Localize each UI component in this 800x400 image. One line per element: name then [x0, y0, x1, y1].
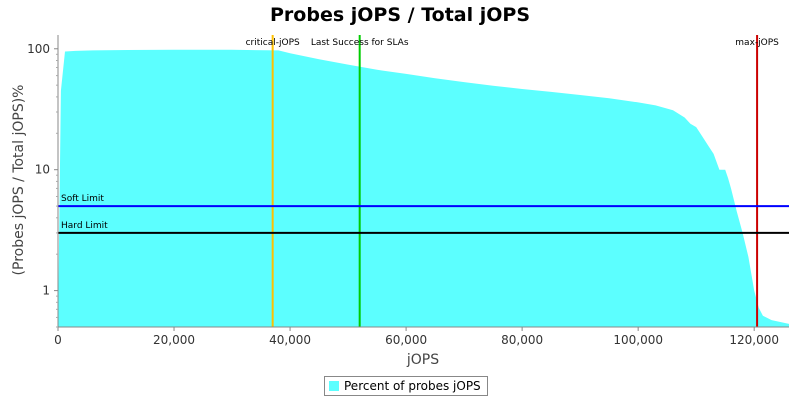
- axes: 0 20,000 40,000 60,000 80,000 100,000 120,000 1…: [27, 35, 789, 347]
- x-tick-label-5: 100,000: [613, 333, 663, 347]
- x-tick-label-4: 80,000: [501, 333, 543, 347]
- x-tick-label-3: 60,000: [385, 333, 427, 347]
- limit-label-4: Hard Limit: [61, 221, 108, 231]
- x-tick-label-2: 40,000: [269, 333, 311, 347]
- marker-label-2: max-jOPS: [735, 38, 779, 48]
- series-area: [58, 49, 789, 327]
- marker-label-1: Last Success for SLAs: [311, 38, 409, 48]
- x-tick-label-6: 120,000: [729, 333, 779, 347]
- x-tick-label-0: 0: [54, 333, 62, 347]
- y-tick-label-1: 10: [35, 163, 50, 177]
- y-tick-label-2: 100: [27, 42, 50, 56]
- chart-title: Probes jOPS / Total jOPS: [270, 4, 530, 26]
- y-axis-label: (Probes jOPS / Total jOPS)%: [11, 85, 27, 276]
- legend-swatch-icon: [329, 381, 339, 391]
- plot-content: [58, 35, 789, 327]
- limit-label-3: Soft Limit: [61, 194, 104, 204]
- x-axis-label: jOPS: [406, 352, 439, 368]
- x-tick-label-1: 20,000: [153, 333, 195, 347]
- y-tick-label-0: 1: [42, 284, 50, 298]
- legend-label: Percent of probes jOPS: [344, 379, 481, 393]
- marker-label-0: critical-jOPS: [246, 38, 300, 48]
- plot-area: critical-jOPS Last Success for SLAs max-jO…: [58, 35, 789, 327]
- legend: Percent of probes jOPS: [324, 376, 488, 396]
